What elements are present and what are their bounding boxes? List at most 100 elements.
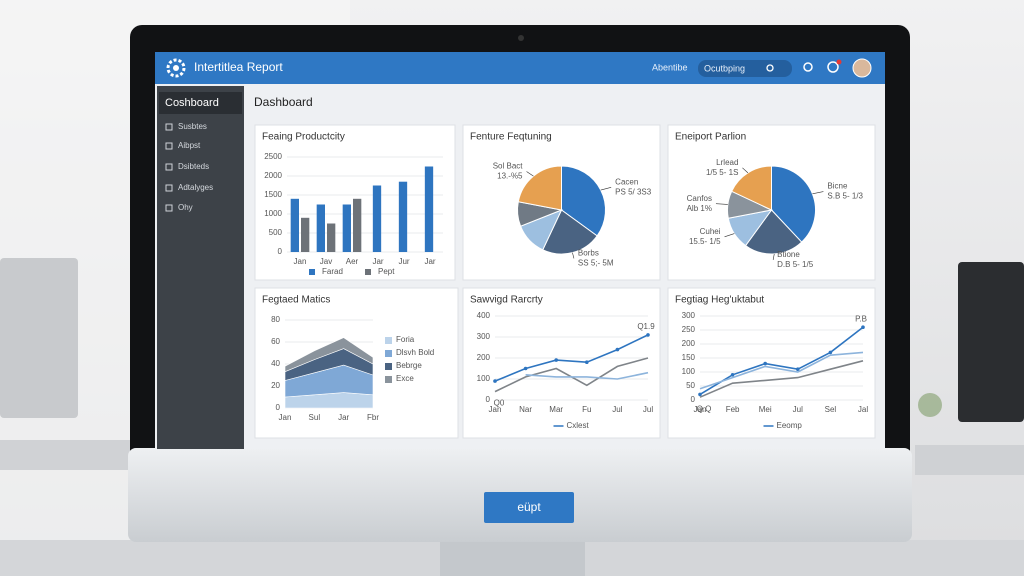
header-link[interactable]: Abentibe — [652, 62, 688, 72]
x-tick-label: Nar — [519, 405, 532, 414]
x-tick-label: Jur — [398, 257, 409, 266]
line-point — [523, 366, 528, 371]
page-title: Dashboard — [254, 95, 313, 109]
slice-label: Canfos — [687, 194, 712, 203]
slice-sublabel: D.B 5- 1/5 — [777, 260, 814, 269]
notification-icon[interactable] — [803, 62, 813, 72]
search-icon[interactable] — [766, 64, 774, 72]
chart-title: Feaing Productcity — [262, 132, 345, 143]
line-point — [796, 367, 800, 372]
y-tick-label: 150 — [682, 353, 696, 362]
settings-icon[interactable] — [827, 61, 839, 73]
line-series — [699, 351, 864, 390]
legend-label: Cxlest — [567, 421, 590, 430]
annotation: Q1.9 — [637, 322, 655, 331]
slice-sublabel: PS 5/ 3S3 — [615, 187, 652, 196]
sidebar-item[interactable]: Ohy — [178, 203, 193, 212]
x-tick-label: Jal — [858, 405, 868, 414]
x-tick-label: Jar — [372, 257, 383, 266]
slice-sublabel: Alb 1% — [687, 204, 712, 213]
y-tick-label: 20 — [271, 381, 280, 390]
sidebar-icon — [165, 123, 173, 131]
bar — [327, 223, 336, 252]
sidebar-icon — [165, 184, 173, 192]
app-title: Intertitlea Report — [194, 60, 283, 74]
line-point — [730, 373, 735, 377]
y-tick-label: 0 — [276, 403, 281, 412]
x-tick-label: Feb — [726, 405, 740, 414]
x-tick-label: Jar — [424, 257, 435, 266]
legend-label: Farad — [322, 267, 343, 276]
sidebar-item[interactable]: Coshboard — [165, 97, 219, 109]
avatar[interactable] — [852, 58, 872, 78]
legend-swatch — [309, 269, 315, 275]
slice-sublabel: 13.-%5 — [497, 172, 523, 181]
slice-sublabel: 15.5- 1/5 — [689, 237, 721, 246]
badge — [836, 59, 842, 65]
line-point — [585, 360, 589, 365]
line-series — [699, 326, 864, 396]
leader-line — [715, 203, 728, 205]
x-tick-label: Mei — [759, 405, 772, 414]
line-point — [698, 392, 702, 397]
legend-swatch — [365, 269, 371, 275]
bar — [372, 185, 382, 252]
line-point — [646, 333, 650, 337]
legend-label: Exce — [396, 374, 414, 383]
line-series — [699, 360, 864, 398]
button[interactable] — [484, 492, 574, 523]
sidebar-item[interactable]: Dsibteds — [178, 162, 209, 171]
search-box[interactable] — [698, 60, 792, 77]
leader-line — [772, 253, 775, 260]
legend-label: Foria — [396, 335, 415, 344]
sidebar-icon — [165, 163, 173, 171]
x-tick-label: Jul — [612, 405, 622, 414]
gear-icon — [166, 58, 186, 78]
bar — [424, 166, 434, 252]
legend-swatch — [385, 363, 392, 370]
line-series — [494, 334, 649, 382]
slice-label: Btione — [777, 250, 800, 259]
line-point — [763, 361, 767, 366]
line-point — [554, 358, 558, 362]
sidebar-item[interactable]: Aibpst — [178, 141, 201, 150]
bg-desk-left — [0, 440, 130, 470]
bar — [301, 217, 310, 252]
slice-sublabel: SS 5;- 5M — [578, 259, 614, 268]
leader-line — [572, 252, 575, 259]
slice-label: Lrlead — [716, 158, 738, 167]
y-tick-label: 80 — [271, 315, 280, 324]
line-series — [525, 371, 649, 380]
legend-label: Pept — [378, 267, 395, 276]
slice-sublabel: S.B 5- 1/3 — [827, 192, 863, 201]
bar — [353, 198, 362, 252]
legend-label: Eeomp — [777, 421, 803, 430]
y-tick-label: 200 — [682, 339, 696, 348]
line-point — [861, 325, 865, 330]
button-label: eüpt — [517, 500, 541, 514]
annotation: P.B — [855, 314, 867, 323]
leader-line — [724, 233, 735, 238]
y-tick-label: 500 — [269, 228, 283, 237]
y-tick-label: 0 — [278, 247, 283, 256]
annotation: Q.Q — [697, 404, 712, 413]
legend-swatch — [385, 376, 392, 383]
leader-line — [526, 171, 534, 177]
y-tick-label: 200 — [477, 353, 491, 362]
x-tick-label: Aer — [346, 257, 359, 266]
chart-title: Fegtaed Matics — [262, 295, 330, 306]
y-tick-label: 0 — [486, 395, 491, 404]
sidebar-item[interactable]: Adtalyges — [178, 183, 213, 192]
legend-label: Dlsvh Bold — [396, 348, 434, 357]
leader-line — [742, 167, 749, 174]
sidebar-active — [159, 92, 242, 114]
line-point — [493, 379, 497, 383]
search-text: Ocutbping — [704, 63, 745, 73]
y-tick-label: 250 — [682, 325, 696, 334]
bar — [342, 204, 351, 252]
y-tick-label: 100 — [477, 374, 491, 383]
sidebar-item[interactable]: Susbtes — [178, 122, 207, 131]
y-tick-label: 50 — [686, 381, 695, 390]
